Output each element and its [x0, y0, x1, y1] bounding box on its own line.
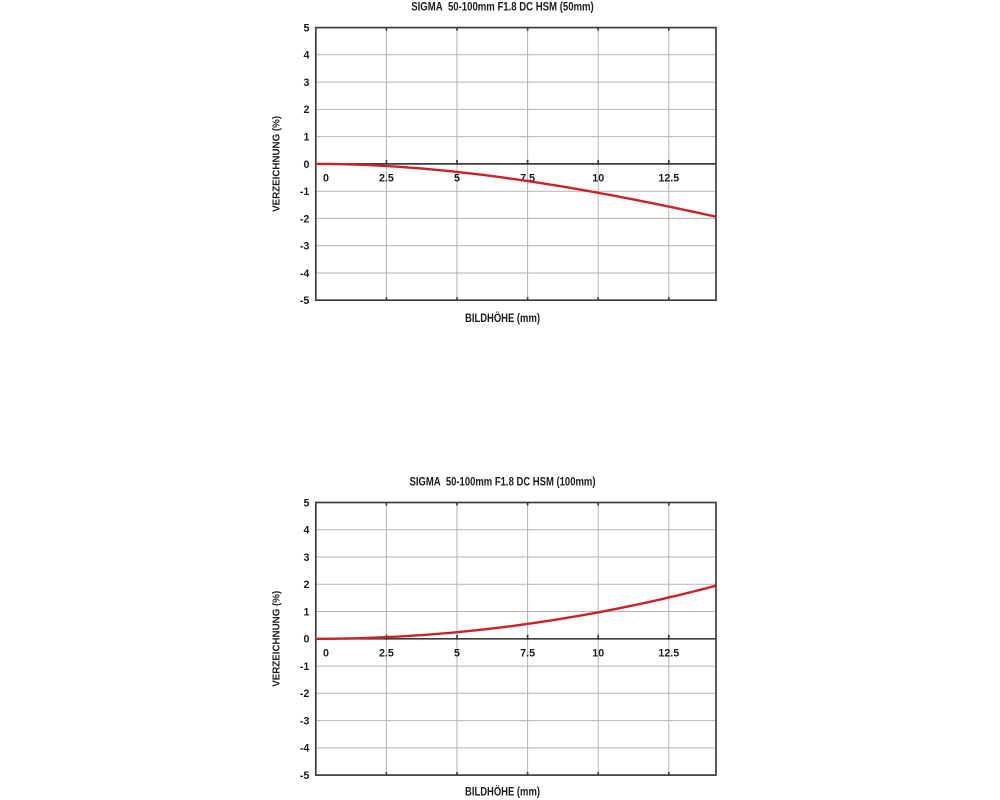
- svg-text:BILDHÖHE (mm): BILDHÖHE (mm): [465, 783, 540, 798]
- svg-text:-2: -2: [300, 213, 310, 225]
- svg-text:VERZEICHNUNG (%): VERZEICHNUNG (%): [271, 116, 282, 212]
- svg-text:5: 5: [303, 22, 309, 34]
- svg-text:12.5: 12.5: [658, 647, 679, 659]
- svg-text:3: 3: [303, 77, 309, 89]
- svg-text:7.5: 7.5: [520, 647, 535, 659]
- svg-text:-1: -1: [300, 661, 310, 673]
- svg-text:-5: -5: [300, 770, 310, 782]
- svg-text:0: 0: [323, 173, 329, 185]
- svg-text:-5: -5: [300, 295, 310, 307]
- svg-text:-1: -1: [300, 186, 310, 198]
- svg-text:0: 0: [303, 159, 309, 171]
- svg-text:4: 4: [303, 50, 309, 62]
- svg-text:-3: -3: [300, 716, 310, 728]
- svg-text:12.5: 12.5: [658, 173, 679, 185]
- svg-text:5: 5: [454, 647, 460, 659]
- svg-text:0: 0: [303, 634, 309, 646]
- svg-text:2: 2: [303, 104, 309, 116]
- svg-text:-2: -2: [300, 688, 310, 700]
- svg-text:1: 1: [303, 606, 309, 618]
- svg-text:SIGMA 50-100mm F1.8 DC HSM (1: SIGMA 50-100mm F1.8 DC HSM (100mm): [410, 474, 596, 488]
- svg-text:5: 5: [303, 497, 309, 509]
- svg-text:1: 1: [303, 132, 309, 144]
- svg-text:5: 5: [454, 173, 460, 185]
- svg-text:2.5: 2.5: [379, 647, 394, 659]
- svg-text:10: 10: [592, 647, 604, 659]
- svg-text:10: 10: [592, 173, 604, 185]
- svg-text:0: 0: [323, 647, 329, 659]
- svg-text:-3: -3: [300, 241, 310, 253]
- svg-text:BILDHÖHE (mm): BILDHÖHE (mm): [465, 310, 540, 325]
- svg-text:3: 3: [303, 552, 309, 564]
- svg-text:2: 2: [303, 579, 309, 591]
- svg-text:VERZEICHNUNG (%): VERZEICHNUNG (%): [271, 591, 282, 687]
- svg-text:4: 4: [303, 525, 309, 537]
- svg-text:2.5: 2.5: [379, 173, 394, 185]
- svg-text:-4: -4: [300, 743, 310, 755]
- svg-text:-4: -4: [300, 268, 310, 280]
- svg-text:SIGMA 50-100mm F1.8 DC HSM (5: SIGMA 50-100mm F1.8 DC HSM (50mm): [411, 0, 594, 13]
